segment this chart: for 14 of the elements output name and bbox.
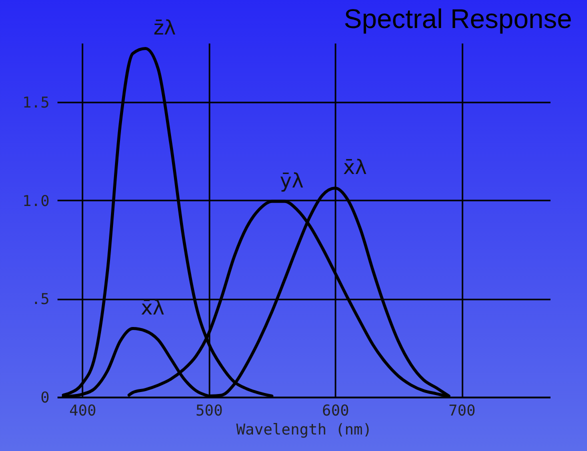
x-tick-label: 600 (322, 402, 350, 420)
x-axis-title: Wavelength (nm) (236, 420, 372, 438)
series-label: x̄λ (140, 296, 165, 320)
series-label: ȳλ (280, 168, 304, 192)
chart-title: Spectral Response (344, 4, 572, 35)
x-tick-label: 500 (196, 402, 223, 420)
y-tick-label: .5 (31, 290, 50, 308)
y-tick-label: 1.5 (22, 94, 50, 112)
x-tick-label: 400 (69, 402, 96, 420)
y-tick-label: 1.0 (22, 192, 50, 210)
x-tick-label: 700 (448, 402, 476, 420)
series-label: z̄λ (153, 16, 176, 40)
series-label: x̄λ (343, 155, 367, 180)
y-tick-label: 0 (40, 388, 50, 406)
